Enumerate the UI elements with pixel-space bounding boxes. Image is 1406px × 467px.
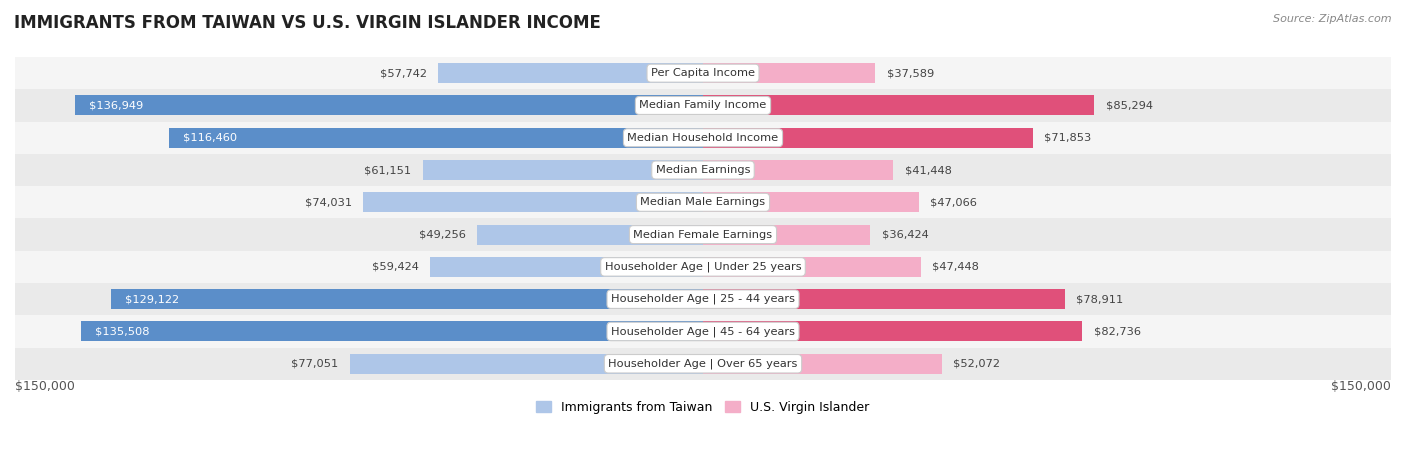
Bar (703, 257, 921, 277)
Text: $150,000: $150,000 (15, 380, 75, 393)
Text: $47,066: $47,066 (931, 198, 977, 207)
Bar (350, 354, 703, 374)
Legend: Immigrants from Taiwan, U.S. Virgin Islander: Immigrants from Taiwan, U.S. Virgin Isla… (531, 396, 875, 419)
Text: Source: ZipAtlas.com: Source: ZipAtlas.com (1274, 14, 1392, 24)
Bar (703, 192, 920, 212)
Bar (703, 95, 1094, 115)
Bar (15, 57, 1391, 89)
Text: $59,424: $59,424 (373, 262, 419, 272)
Text: $47,448: $47,448 (932, 262, 979, 272)
Text: Householder Age | 45 - 64 years: Householder Age | 45 - 64 years (612, 326, 794, 337)
Bar (15, 315, 1391, 347)
Bar (75, 95, 703, 115)
Text: $71,853: $71,853 (1045, 133, 1091, 143)
Bar (15, 347, 1391, 380)
Text: $37,589: $37,589 (887, 68, 934, 78)
Text: Householder Age | Over 65 years: Householder Age | Over 65 years (609, 359, 797, 369)
Text: $129,122: $129,122 (125, 294, 179, 304)
Text: Householder Age | Under 25 years: Householder Age | Under 25 years (605, 262, 801, 272)
Bar (703, 289, 1064, 309)
Bar (477, 225, 703, 245)
Text: $135,508: $135,508 (96, 326, 149, 336)
Bar (15, 89, 1391, 121)
Text: $78,911: $78,911 (1077, 294, 1123, 304)
Text: $77,051: $77,051 (291, 359, 337, 369)
Text: $74,031: $74,031 (305, 198, 352, 207)
Bar (703, 225, 870, 245)
Text: Median Earnings: Median Earnings (655, 165, 751, 175)
Text: $82,736: $82,736 (1094, 326, 1140, 336)
Bar (15, 186, 1391, 219)
Text: Median Female Earnings: Median Female Earnings (634, 230, 772, 240)
Text: $150,000: $150,000 (1331, 380, 1391, 393)
Bar (703, 321, 1083, 341)
Bar (703, 128, 1032, 148)
Bar (15, 283, 1391, 315)
Text: $61,151: $61,151 (364, 165, 411, 175)
Bar (703, 354, 942, 374)
Bar (15, 154, 1391, 186)
Text: $136,949: $136,949 (89, 100, 143, 111)
Bar (82, 321, 703, 341)
Bar (15, 121, 1391, 154)
Bar (15, 251, 1391, 283)
Text: IMMIGRANTS FROM TAIWAN VS U.S. VIRGIN ISLANDER INCOME: IMMIGRANTS FROM TAIWAN VS U.S. VIRGIN IS… (14, 14, 600, 32)
Text: $57,742: $57,742 (380, 68, 426, 78)
Bar (15, 219, 1391, 251)
Text: $36,424: $36,424 (882, 230, 928, 240)
Bar (439, 63, 703, 83)
Text: $52,072: $52,072 (953, 359, 1000, 369)
Bar (363, 192, 703, 212)
Text: $49,256: $49,256 (419, 230, 465, 240)
Bar (423, 160, 703, 180)
Bar (169, 128, 703, 148)
Bar (703, 160, 893, 180)
Text: $85,294: $85,294 (1105, 100, 1153, 111)
Bar (703, 63, 876, 83)
Text: Median Household Income: Median Household Income (627, 133, 779, 143)
Text: $116,460: $116,460 (183, 133, 236, 143)
Text: Householder Age | 25 - 44 years: Householder Age | 25 - 44 years (612, 294, 794, 304)
Bar (430, 257, 703, 277)
Bar (111, 289, 703, 309)
Text: Per Capita Income: Per Capita Income (651, 68, 755, 78)
Text: Median Family Income: Median Family Income (640, 100, 766, 111)
Text: Median Male Earnings: Median Male Earnings (641, 198, 765, 207)
Text: $41,448: $41,448 (904, 165, 952, 175)
